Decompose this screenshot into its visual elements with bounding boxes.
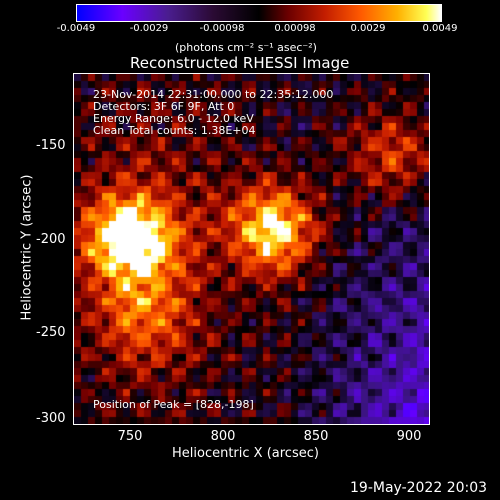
y-axis-title: Heliocentric Y (arcsec) xyxy=(19,174,35,321)
x-tick-label: 850 xyxy=(303,429,329,444)
colorbar xyxy=(76,4,442,22)
heatmap-image xyxy=(73,73,430,425)
y-tick-label: -250 xyxy=(36,325,66,340)
colorbar-tick: -0.0029 xyxy=(129,23,169,34)
x-tick-label: 750 xyxy=(117,429,143,444)
y-tick-label: -300 xyxy=(36,411,66,426)
detectors-annotation: Detectors: 3F 6F 9F, Att 0 xyxy=(93,100,235,113)
colorbar-tick: 0.0049 xyxy=(422,23,458,34)
time-range-annotation: 23-Nov-2014 22:31:00.000 to 22:35:12.000 xyxy=(93,88,334,101)
clean-counts-annotation: Clean Total counts: 1.38E+04 xyxy=(93,124,256,137)
energy-range-annotation: Energy Range: 6.0 - 12.0 keV xyxy=(93,112,254,125)
y-tick-label: -200 xyxy=(36,232,66,247)
colorbar-units: (photons cm⁻² s⁻¹ asec⁻²) xyxy=(175,41,317,54)
x-tick-label: 800 xyxy=(210,429,236,444)
x-tick-label: 900 xyxy=(396,429,422,444)
colorbar-tick: -0.0049 xyxy=(56,23,96,34)
colorbar-tick: 0.0029 xyxy=(350,23,386,34)
colorbar-tick: -0.00098 xyxy=(199,23,245,34)
chart-title: Reconstructed RHESSI Image xyxy=(130,54,350,72)
colorbar-tick: 0.00098 xyxy=(274,23,316,34)
x-axis-title: Heliocentric X (arcsec) xyxy=(172,446,319,461)
y-tick-label: -150 xyxy=(36,138,66,153)
peak-position-annotation: Position of Peak = [828,-198] xyxy=(93,398,254,411)
footer-timestamp: 19-May-2022 20:03 xyxy=(350,480,488,496)
